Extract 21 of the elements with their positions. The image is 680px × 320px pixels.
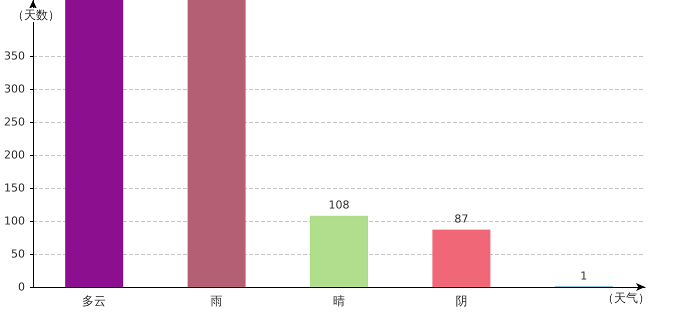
- y-tick-label: 300: [4, 82, 25, 96]
- y-tick-label: 150: [4, 182, 25, 195]
- y-tick-label: 50: [11, 248, 25, 261]
- y-tick-label: 200: [4, 148, 25, 162]
- x-tick-label: 晴: [333, 294, 345, 308]
- bar: [310, 216, 368, 287]
- y-tick-label: 0: [18, 280, 25, 294]
- y-axis-title: （天数）: [12, 8, 60, 22]
- x-tick-label: 阴: [455, 294, 468, 308]
- data-label: 108: [328, 198, 350, 212]
- bar: [188, 0, 246, 287]
- data-label: 87: [454, 212, 468, 226]
- data-label: 1: [580, 269, 588, 282]
- y-tick-label: 250: [4, 116, 25, 129]
- bar: [432, 230, 490, 287]
- x-tick-label: 多云: [82, 294, 106, 308]
- x-axis-title: （天气）: [602, 291, 650, 305]
- y-tick-label: 100: [4, 214, 25, 228]
- y-tick-label: 350: [4, 50, 25, 63]
- bar: [65, 0, 124, 287]
- x-tick-label: 雨: [210, 294, 223, 308]
